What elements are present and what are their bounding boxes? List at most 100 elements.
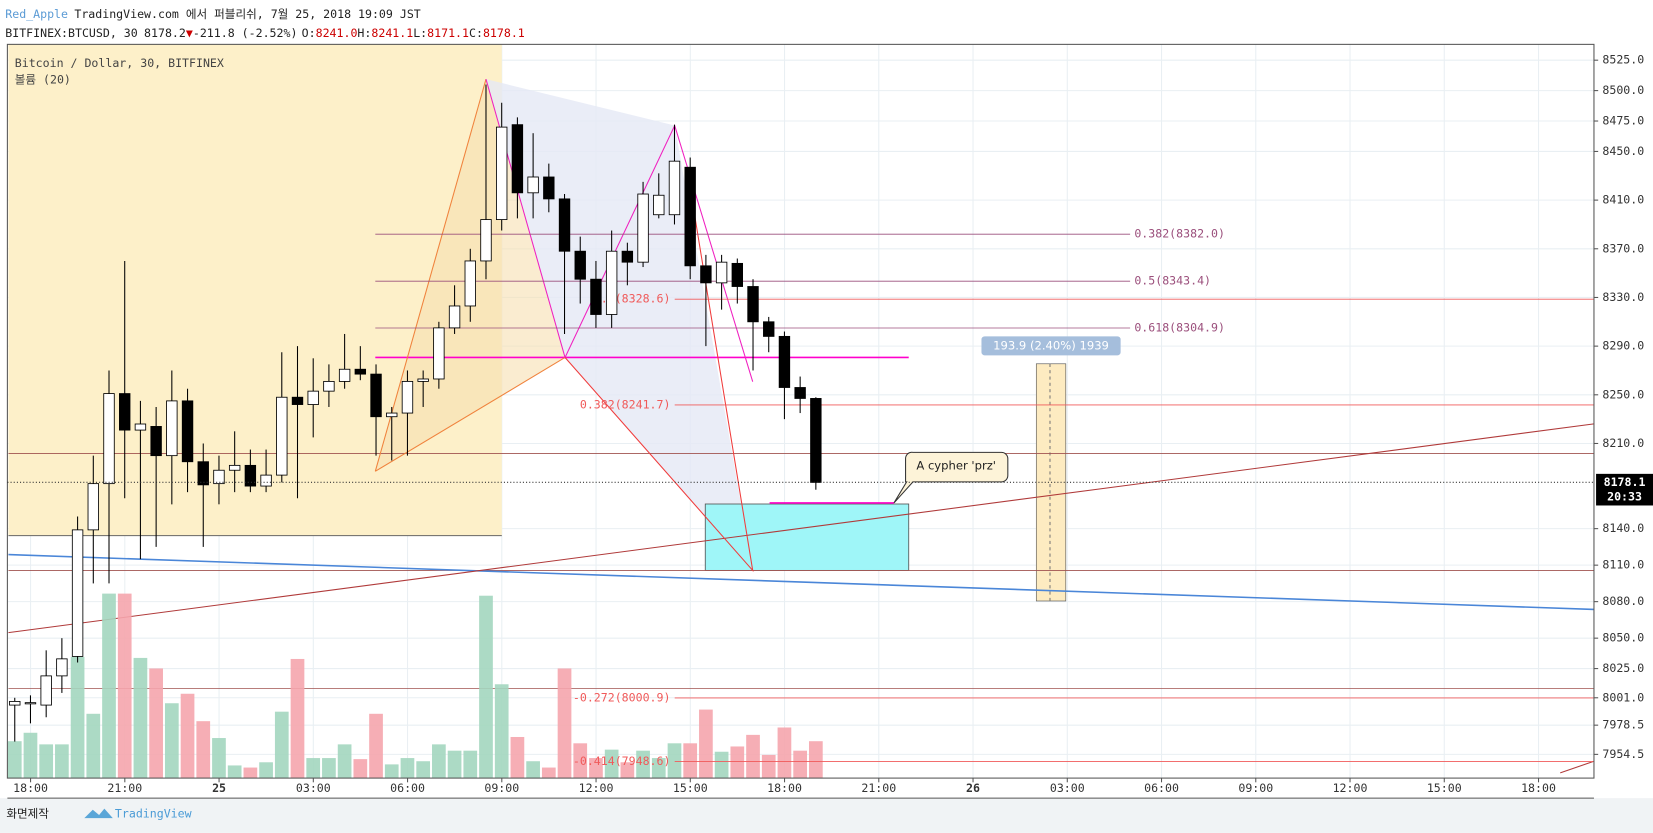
- y-tick-label: 8250.0: [1602, 387, 1644, 401]
- volume-bar: [447, 750, 462, 779]
- y-tick-label: 8330.0: [1602, 290, 1644, 304]
- x-tick-label: 15:00: [1427, 781, 1462, 795]
- symbol: BITFINEX:BTCUSD, 30: [5, 25, 137, 39]
- volume-bar: [227, 765, 242, 779]
- volume-bar: [353, 759, 368, 779]
- candle-body: [24, 702, 37, 705]
- x-tick-label: 03:00: [296, 781, 331, 795]
- candle-body: [747, 286, 759, 323]
- fib-label: 0.5(8343.4): [1134, 274, 1211, 288]
- y-tick-label: 8140.0: [1602, 521, 1644, 535]
- volume-bar: [259, 762, 273, 779]
- y-tick-label: 8050.0: [1602, 631, 1644, 645]
- published: TradingView.com 에서 퍼블리쉬, 7월 25, 2018 19:…: [74, 6, 420, 20]
- candle-body: [134, 423, 147, 431]
- candle-body: [103, 393, 115, 485]
- volume-bar: [369, 713, 383, 779]
- candle-body: [197, 461, 209, 486]
- volume-bar: [243, 767, 258, 779]
- candle-body: [763, 321, 775, 337]
- x-tick-label: 03:00: [1050, 781, 1085, 795]
- candle-body: [684, 166, 696, 267]
- brand-logo[interactable]: [84, 808, 113, 819]
- volume-bar: [149, 668, 163, 779]
- fib-label: 0.5(8328.6): [594, 292, 671, 306]
- candle-body: [605, 250, 618, 315]
- user: Red_Apple: [5, 6, 68, 20]
- candle-body: [370, 373, 382, 418]
- countdown-label: 20:33: [1607, 490, 1642, 504]
- footer-made: 화면제작: [6, 806, 49, 820]
- candle-body: [71, 529, 84, 657]
- fib-label: 0.382(8382.0): [1134, 227, 1225, 241]
- legend-series: Bitcoin / Dollar, 30, BITFINEX: [15, 56, 224, 70]
- candle-body: [401, 380, 414, 414]
- candle-body: [323, 380, 335, 392]
- volume-bar: [70, 656, 85, 779]
- candle-body: [386, 412, 398, 418]
- volume-bar: [39, 744, 54, 779]
- candle-body: [731, 262, 744, 287]
- candle-body: [621, 250, 634, 263]
- volume-bar: [164, 703, 179, 779]
- price: 8178.2: [144, 25, 186, 39]
- ohlc-key: L:: [413, 25, 427, 39]
- candle-body: [715, 261, 728, 284]
- candle-body: [574, 250, 586, 280]
- arrow: ▼: [186, 25, 193, 39]
- volume-bar: [479, 595, 493, 779]
- x-tick-label: 12:00: [1333, 781, 1368, 795]
- prz-box: [704, 503, 910, 571]
- candle-body: [213, 469, 225, 485]
- candle-body: [433, 327, 445, 380]
- fib-label: 0.382(8241.7): [580, 397, 671, 411]
- pattern-line: [485, 79, 754, 382]
- candle-body: [150, 426, 162, 457]
- fib-label: 0.618(8304.9): [1134, 320, 1225, 334]
- y-tick-label: 7954.5: [1602, 747, 1644, 761]
- volume-bar: [541, 767, 556, 779]
- volume-bar: [212, 738, 226, 779]
- candle-body: [543, 176, 555, 200]
- legend-volume: 볼륨 (20): [15, 73, 71, 87]
- volume-bar: [636, 750, 650, 779]
- x-tick-label: 15:00: [673, 781, 708, 795]
- ohlc-key: O:: [302, 25, 316, 39]
- volume-bar: [573, 743, 588, 779]
- volume-bar: [274, 711, 289, 779]
- x-tick-label: 09:00: [484, 781, 519, 795]
- candle-body: [637, 193, 649, 263]
- volume-bar: [620, 762, 635, 779]
- measure-label: 193.9 (2.40%) 1939: [993, 338, 1109, 352]
- candle-body: [338, 368, 351, 382]
- volume-bar: [777, 727, 792, 779]
- axes: 8525.0 8500.0 8475.0 8450.0 8410.0 8370.0 8330…: [7, 53, 1653, 795]
- y-tick-label: 8475.0: [1602, 114, 1644, 128]
- volume-bar: [604, 749, 619, 779]
- trend-line: [8, 553, 1594, 611]
- volume-bar: [117, 593, 132, 779]
- x-tick-label: 18:00: [767, 781, 802, 795]
- x-tick-label: 21:00: [861, 781, 896, 795]
- y-tick-label: 8001.0: [1602, 690, 1644, 704]
- volume-bar: [86, 713, 101, 779]
- last-price-bg: [1596, 473, 1653, 506]
- change: -211.8 (-2.52%): [193, 25, 298, 39]
- y-tick-label: 8410.0: [1602, 193, 1644, 207]
- fib-label: -0.272(8000.9): [573, 690, 671, 704]
- header-line: Red_Apple TradingView.com 에서 퍼블리쉬, 7월 25,…: [5, 6, 421, 20]
- y-tick-label: 8370.0: [1602, 241, 1644, 255]
- volume-bar: [557, 668, 572, 779]
- x-tick-label: 18:00: [1521, 781, 1556, 795]
- candle-body: [354, 368, 367, 375]
- volume-bar: [809, 741, 823, 779]
- volume-bar: [306, 758, 321, 779]
- y-tick-label: 8450.0: [1602, 144, 1644, 158]
- y-tick-label: 8080.0: [1602, 594, 1644, 608]
- fib-label: -0.414(7948.6): [573, 754, 671, 768]
- candle-body: [417, 378, 429, 382]
- volume-bar: [23, 732, 38, 779]
- footer-brand[interactable]: TradingView: [115, 806, 192, 820]
- volume-bar: [510, 736, 525, 779]
- volume-bar: [793, 750, 807, 779]
